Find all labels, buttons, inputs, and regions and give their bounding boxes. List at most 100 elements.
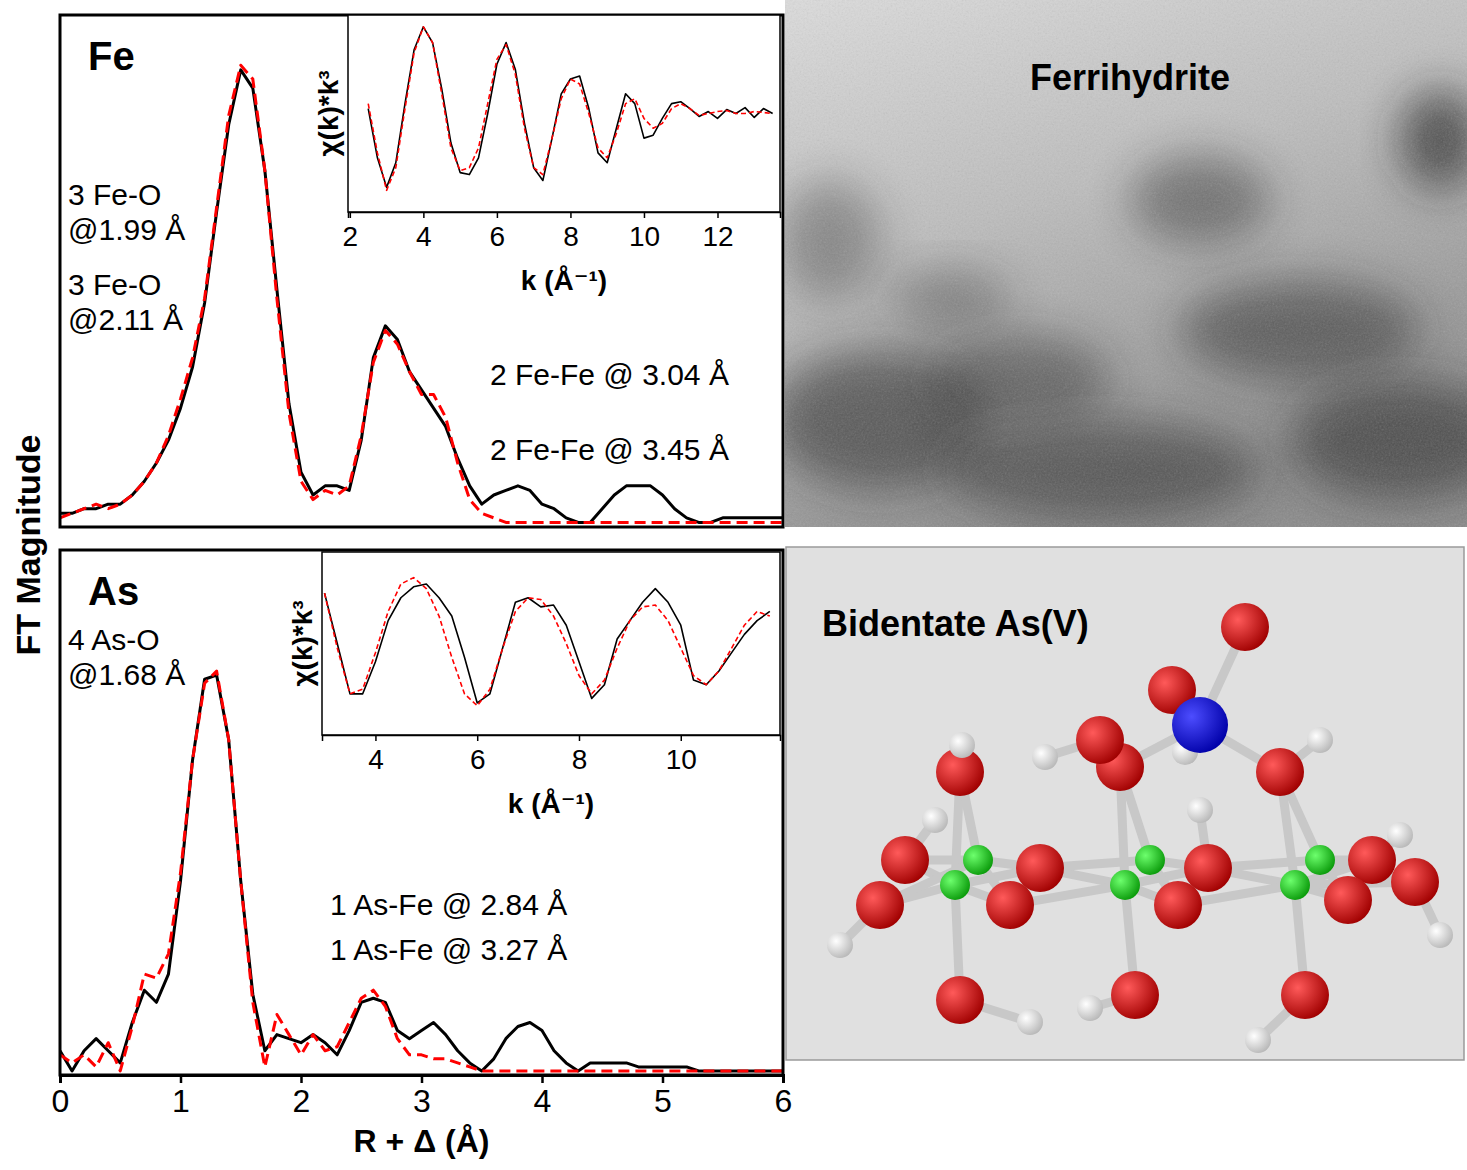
model-panel: Bidentate As(V) bbox=[786, 547, 1464, 1060]
tick: 4 bbox=[534, 1075, 552, 1119]
tick-mark bbox=[579, 735, 581, 741]
hydrogen-atom bbox=[1077, 995, 1103, 1021]
tick-label: 3 bbox=[413, 1083, 431, 1119]
y-axis-title: χ(k)*k³ bbox=[313, 70, 344, 156]
annotation: 3 Fe-O@1.99 Å bbox=[68, 178, 185, 246]
plot-frame bbox=[60, 550, 783, 1075]
panel-title: Bidentate As(V) bbox=[822, 603, 1089, 644]
x-axis: 4 6 8 10 bbox=[323, 735, 781, 775]
oxygen-atom bbox=[1111, 971, 1159, 1019]
tick-label: 1 bbox=[172, 1083, 190, 1119]
oxygen-atom bbox=[936, 976, 984, 1024]
tick-label: 6 bbox=[470, 744, 486, 775]
tick-mark bbox=[717, 212, 719, 218]
annotation: 2 Fe-Fe @ 3.45 Å bbox=[490, 433, 729, 466]
plot-area bbox=[368, 27, 772, 191]
oxygen-atom bbox=[1184, 844, 1232, 892]
tick-mark bbox=[681, 735, 683, 741]
x-axis-title: k (Å⁻¹) bbox=[508, 788, 594, 819]
iron-atom bbox=[1110, 870, 1140, 900]
tick-label: 0 bbox=[52, 1083, 70, 1119]
annotation: 3 Fe-O@2.11 Å bbox=[68, 268, 183, 336]
hydrogen-atom bbox=[1427, 922, 1453, 948]
oxygen-atom bbox=[1391, 858, 1439, 906]
annotation: 1 As-Fe @ 3.27 Å bbox=[330, 933, 567, 966]
micrograph-panel: Ferrihydrite bbox=[770, 0, 1467, 527]
oxygen-atom bbox=[881, 836, 929, 884]
y-axis-title: χ(k)*k³ bbox=[287, 600, 318, 686]
oxygen-atom bbox=[986, 881, 1034, 929]
iron-atom bbox=[1135, 845, 1165, 875]
hydrogen-atom bbox=[949, 732, 975, 758]
tick: 2 bbox=[293, 1075, 311, 1119]
oxygen-atom bbox=[1348, 836, 1396, 884]
tick: 4 bbox=[416, 212, 432, 252]
arsenic-atom bbox=[1172, 697, 1228, 753]
figure: Ferrihydrite Bidentate As(V) Fe FT Magnitud… bbox=[0, 0, 1467, 1170]
tick-label: 8 bbox=[563, 221, 579, 252]
data-line bbox=[368, 27, 772, 188]
tick: 6 bbox=[470, 735, 486, 775]
panel-title: Ferrihydrite bbox=[1030, 57, 1230, 98]
tick-mark bbox=[423, 212, 425, 218]
tick: 1 bbox=[172, 1075, 190, 1119]
oxygen-atom bbox=[1324, 876, 1372, 924]
hydrogen-atom bbox=[827, 932, 853, 958]
annotation-line: @1.68 Å bbox=[68, 658, 185, 691]
micrograph-texture bbox=[785, 0, 1467, 527]
tick-label: 2 bbox=[343, 221, 359, 252]
tick-mark bbox=[350, 212, 352, 218]
hydrogen-atom bbox=[1245, 1027, 1271, 1053]
tick-mark bbox=[375, 735, 377, 741]
tick: 2 bbox=[343, 212, 359, 252]
plot-frame bbox=[60, 15, 783, 527]
tick: 8 bbox=[572, 735, 588, 775]
tick: 6 bbox=[775, 1075, 793, 1119]
tick-label: 6 bbox=[775, 1083, 793, 1119]
iron-atom bbox=[963, 845, 993, 875]
hydrogen-atom bbox=[1187, 797, 1213, 823]
y-axis-title: FT Magnitude bbox=[9, 435, 47, 656]
tick-label: 4 bbox=[534, 1083, 552, 1119]
x-axis: 0 1 2 3 4 5 6 bbox=[52, 1075, 793, 1119]
inset-chart: 24681012k (Å⁻¹)χ(k)*k³ bbox=[313, 15, 781, 296]
annotation-line: @2.11 Å bbox=[68, 303, 183, 336]
hydrogen-atom bbox=[1307, 727, 1333, 753]
tick: 0 bbox=[52, 1075, 70, 1119]
plot-frame bbox=[348, 15, 780, 212]
data-line bbox=[368, 27, 772, 191]
tick-label: 2 bbox=[293, 1083, 311, 1119]
tick: 8 bbox=[563, 212, 579, 252]
x-axis-title: R + Δ (Å) bbox=[354, 1123, 490, 1159]
data-line bbox=[325, 584, 770, 703]
annotation: 2 Fe-Fe @ 3.04 Å bbox=[490, 358, 729, 391]
panel-label: Fe bbox=[88, 34, 135, 78]
oxygen-atom bbox=[1221, 603, 1269, 651]
oxygen-atom bbox=[1154, 881, 1202, 929]
iron-atom bbox=[1280, 870, 1310, 900]
micrograph-background bbox=[785, 0, 1467, 527]
annotation: 1 As-Fe @ 2.84 Å bbox=[330, 888, 567, 921]
hydrogen-atom bbox=[1017, 1009, 1043, 1035]
tick: 5 bbox=[654, 1075, 672, 1119]
tick: 3 bbox=[413, 1075, 431, 1119]
tick-label: 10 bbox=[666, 744, 697, 775]
tick: 12 bbox=[702, 212, 733, 252]
oxygen-atom bbox=[1076, 716, 1124, 764]
oxygen-atom bbox=[1016, 844, 1064, 892]
annotation-line: 3 Fe-O bbox=[68, 268, 161, 301]
annotation: 4 As-O@1.68 Å bbox=[68, 623, 185, 691]
main-chart: 0 1 2 3 4 5 6 As R + Δ (Å) 4 As-O@1.68 Å 1 As-Fe @… bbox=[52, 550, 793, 1159]
tick: 4 bbox=[368, 735, 384, 775]
oxygen-atom bbox=[1281, 971, 1329, 1019]
annotation-line: 2 Fe-Fe @ 3.45 Å bbox=[490, 433, 729, 466]
panel-label: As bbox=[88, 569, 139, 613]
hydrogen-atom bbox=[922, 807, 948, 833]
axis-line bbox=[349, 213, 781, 219]
inset-chart: 4 6 8 10 k (Å⁻¹) χ(k)*k³ bbox=[287, 552, 781, 819]
annotation-line: @1.99 Å bbox=[68, 213, 185, 246]
x-axis: 24681012 bbox=[343, 212, 781, 252]
oxygen-atom bbox=[856, 881, 904, 929]
tick: 10 bbox=[666, 735, 697, 775]
annotation-line: 4 As-O bbox=[68, 623, 160, 656]
